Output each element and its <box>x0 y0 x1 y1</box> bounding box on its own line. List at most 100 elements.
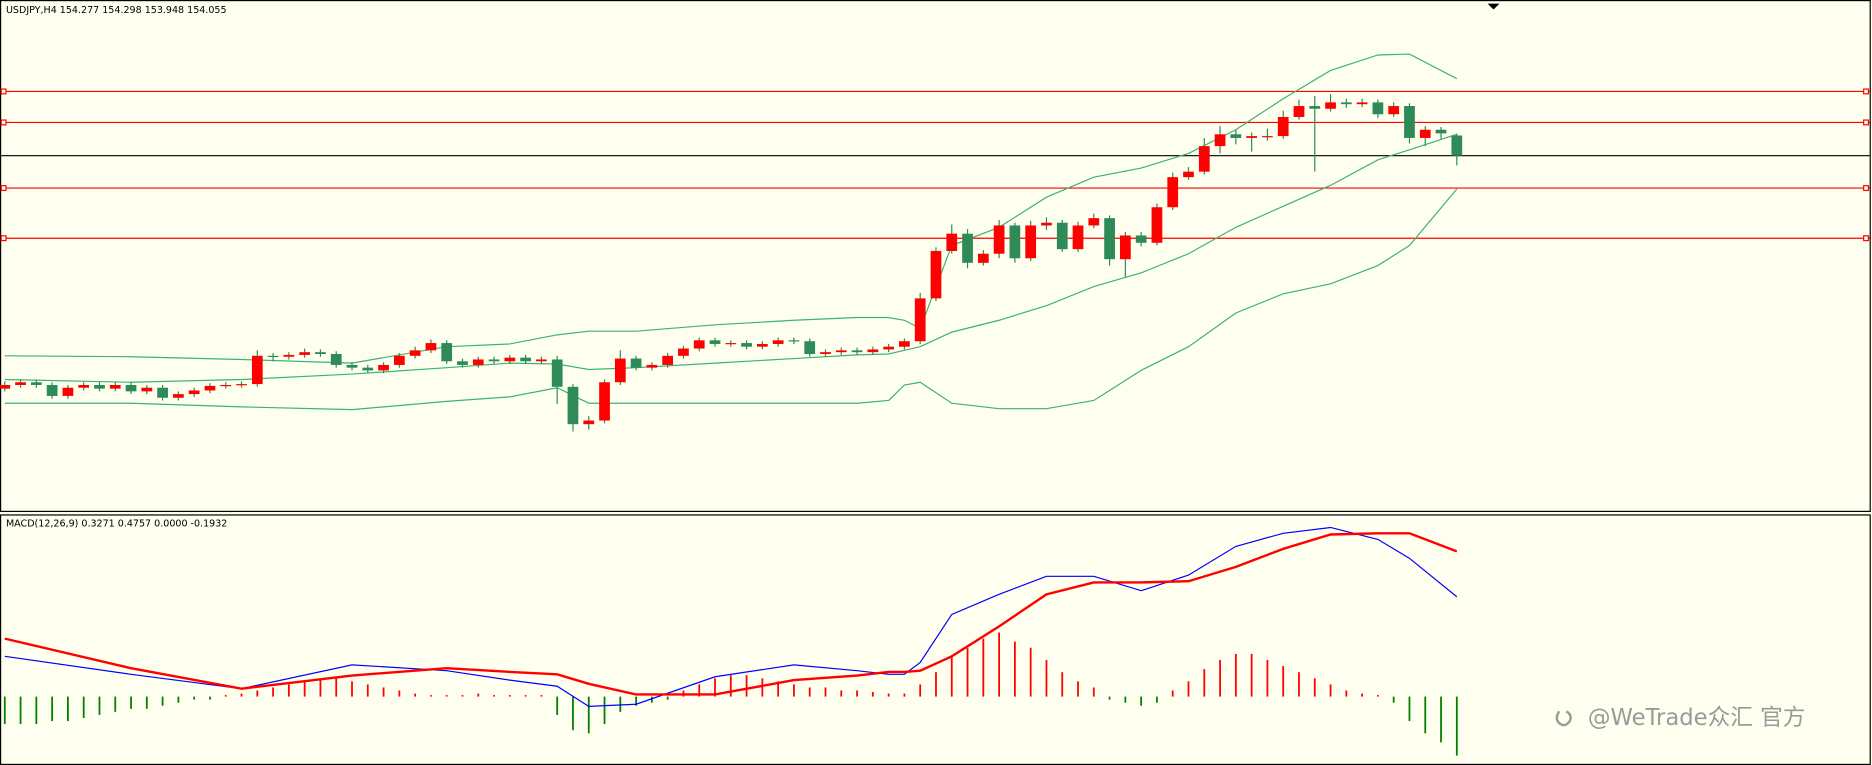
candle-body <box>946 233 958 251</box>
candle-body <box>1356 102 1368 105</box>
macd-line <box>4 526 1458 707</box>
candle-body <box>1419 129 1431 138</box>
candle-body <box>1041 222 1052 226</box>
candle-body <box>536 359 547 362</box>
candle-body <box>425 343 437 351</box>
candle-body <box>441 343 453 362</box>
candle-body <box>346 364 358 368</box>
candle-body <box>1088 218 1100 226</box>
candle-body <box>583 420 595 425</box>
level-handle <box>1863 185 1870 192</box>
macd-panel-frame <box>0 514 1871 765</box>
candle-body <box>267 355 279 358</box>
level-handle <box>1863 88 1870 95</box>
candle-body <box>1325 102 1336 109</box>
candle-body <box>30 382 42 385</box>
main-panel-frame <box>0 0 1871 512</box>
candle-body <box>1072 225 1084 250</box>
candle-body <box>299 352 311 355</box>
candle-body <box>599 382 610 421</box>
candle-body <box>678 348 689 356</box>
candle-body <box>1120 235 1131 260</box>
candle-body <box>504 357 516 362</box>
candle-body <box>693 340 705 349</box>
candle-body <box>1198 146 1210 172</box>
candle-body <box>315 352 326 354</box>
shift-marker <box>1487 3 1500 10</box>
candle-body <box>756 343 768 347</box>
candle-body <box>788 340 800 342</box>
candle-body <box>977 253 989 263</box>
candle-body <box>567 386 579 425</box>
candle-body <box>220 384 232 387</box>
candle-body <box>962 233 973 263</box>
watermark: @WeTrade众汇 官方 <box>1588 705 1806 731</box>
candle-body <box>125 384 137 392</box>
candle-body <box>1404 106 1415 138</box>
level-handle <box>1863 119 1870 126</box>
level-handle <box>0 119 7 126</box>
main-title: USDJPY,H4 154.277 154.298 153.948 154.05… <box>6 5 227 16</box>
candle-body <box>1262 136 1273 138</box>
candle-body <box>1372 102 1384 115</box>
candle-body <box>772 340 784 344</box>
candle-body <box>1435 129 1447 134</box>
candle-body <box>725 343 737 345</box>
candle-body <box>993 225 1005 254</box>
candle-body <box>614 358 626 383</box>
candle-body <box>330 353 342 365</box>
watermark-icon <box>1555 710 1572 727</box>
candle-body <box>804 341 816 354</box>
candle-body <box>141 387 153 392</box>
candle-body <box>914 298 926 342</box>
watermark-group: @WeTrade众汇 官方 <box>1555 705 1806 731</box>
candle-body <box>1009 225 1021 259</box>
bollinger-band <box>4 188 1458 411</box>
candle-body <box>646 364 658 368</box>
candle-body <box>62 387 74 396</box>
candle-body <box>741 343 752 347</box>
candle-body <box>662 355 674 365</box>
candle-body <box>472 359 484 365</box>
candle-body <box>1104 218 1115 260</box>
candle-body <box>0 384 11 389</box>
candle-body <box>236 384 247 386</box>
candle-body <box>488 359 500 362</box>
candle-body <box>630 358 642 368</box>
level-handle <box>0 235 7 242</box>
candle-body <box>867 349 879 353</box>
level-handle <box>0 185 7 192</box>
bollinger-band <box>4 133 1458 383</box>
candle-body <box>1451 135 1463 156</box>
candle-body <box>835 350 847 353</box>
candle-body <box>393 355 405 365</box>
candle-body <box>15 382 26 385</box>
candle-body <box>409 350 421 356</box>
candle-body <box>78 384 90 388</box>
candle-body <box>851 350 863 353</box>
candle-body <box>157 387 168 398</box>
candle-body <box>1309 106 1321 109</box>
candle-body <box>1230 134 1242 138</box>
candle-body <box>1167 177 1179 208</box>
level-handle <box>1863 235 1870 242</box>
bollinger-band <box>4 53 1458 364</box>
candle-body <box>204 385 216 391</box>
candle-body <box>930 250 942 299</box>
candle-body <box>173 394 184 398</box>
candle-body <box>1246 136 1258 138</box>
candle-body <box>1214 134 1226 147</box>
candle-body <box>1151 207 1163 243</box>
candle-body <box>1388 106 1400 115</box>
candle-body <box>1293 106 1305 117</box>
candle-body <box>883 346 894 350</box>
candle-body <box>251 355 263 385</box>
macd-title: MACD(12,26,9) 0.3271 0.4757 0.0000 -0.19… <box>6 518 227 529</box>
level-handle <box>0 88 7 95</box>
plot-layer <box>0 53 1870 756</box>
candle-body <box>899 341 910 347</box>
candle-body <box>94 384 105 389</box>
